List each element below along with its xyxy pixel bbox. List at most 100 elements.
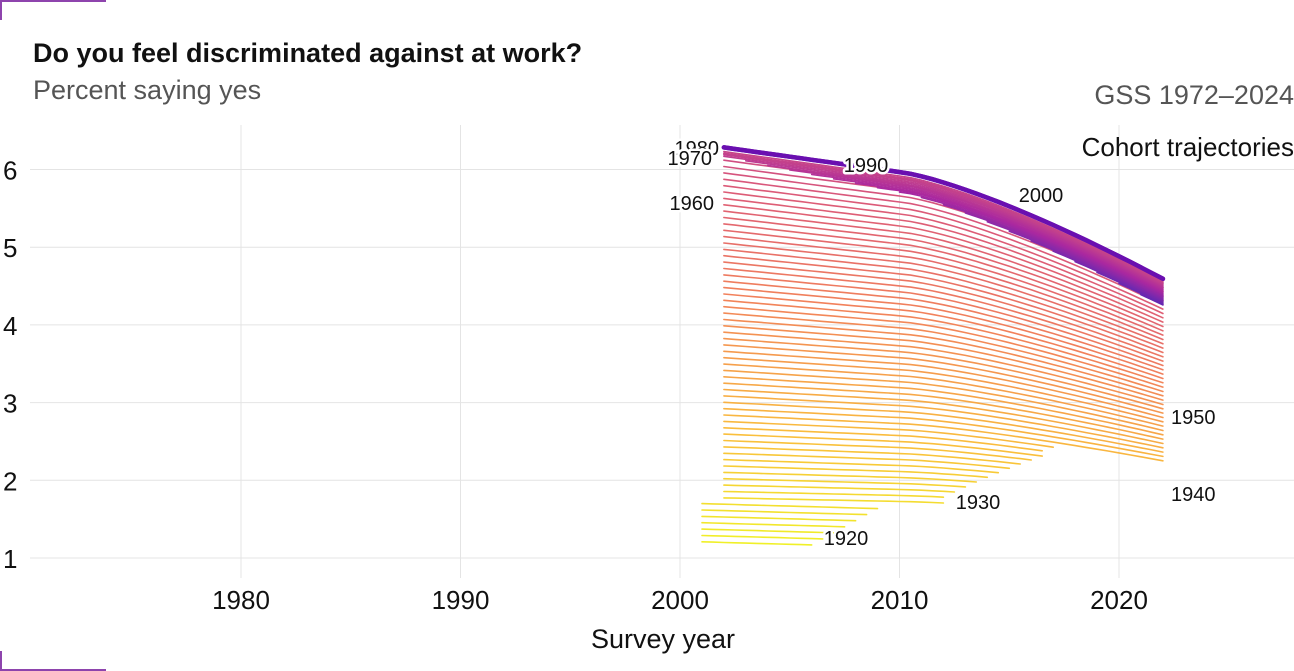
- cohort-line-1999: [1052, 250, 1164, 302]
- cohort-line-1940: [723, 401, 1164, 453]
- cohort-line-1918: [701, 541, 813, 546]
- cohort-line-1933: [723, 446, 1021, 465]
- cohort-line-highlight: [721, 145, 1166, 282]
- cohort-line-1997: [1008, 230, 1164, 300]
- cohort-line-1928: [723, 477, 967, 488]
- x-tick-label-2010: 2010: [871, 585, 929, 615]
- cohort-line-1935: [723, 433, 1043, 457]
- cohort-line-1942: [723, 388, 1164, 445]
- cohort-line-1937: [723, 420, 1054, 448]
- annotation-cohort-trajectories: Cohort trajectories: [1082, 132, 1294, 162]
- y-tick-label-1: 1: [3, 544, 17, 574]
- cohort-line-1968: [723, 223, 1164, 332]
- y-tick-label-4: 4: [3, 311, 17, 341]
- cohort-line-1986: [767, 164, 1164, 288]
- cohort-lines: [701, 145, 1166, 546]
- cohort-line-1952: [723, 325, 1164, 401]
- cohort-line-1939: [723, 407, 1164, 458]
- cohort-line-1998: [1030, 240, 1164, 301]
- cohort-line-1995: [964, 212, 1164, 298]
- chart-title: Do you feel discriminated against at wor…: [33, 38, 583, 68]
- chart-subtitle: Percent saying yes: [33, 75, 262, 105]
- cohort-line-2002: [1118, 282, 1164, 305]
- cohort-label-1960: 1960: [670, 193, 715, 215]
- cohort-line-1951: [723, 331, 1164, 406]
- cohort-line-1991: [876, 186, 1164, 293]
- cohort-label-1990: 1990: [844, 155, 889, 177]
- cohort-label-1930: 1930: [956, 492, 1001, 514]
- cohort-line-1945: [723, 369, 1164, 432]
- x-tick-label-2020: 2020: [1090, 585, 1148, 615]
- cohort-line-1983: [723, 153, 1164, 285]
- cohort-line-1947: [723, 356, 1164, 423]
- y-tick-label-6: 6: [3, 156, 17, 186]
- cohort-line-1955: [723, 305, 1164, 388]
- cohort-label-2000: 2000: [1019, 185, 1064, 207]
- cohort-line-1962: [723, 261, 1164, 358]
- cohort-line-1989: [832, 178, 1164, 291]
- cohort-line-1927: [723, 484, 956, 493]
- cohort-line-1972: [723, 197, 1164, 315]
- cohort-line-1988: [810, 173, 1164, 290]
- frame-corner-top: [0, 0, 106, 20]
- cohort-line-1924: [701, 502, 879, 510]
- cohort-line-1994: [942, 204, 1164, 297]
- cohort-line-1926: [723, 490, 945, 498]
- cohort-line-1963: [723, 254, 1164, 354]
- cohort-line-1985: [745, 160, 1164, 287]
- cohort-line-1941: [723, 395, 1164, 449]
- cohort-line-1931: [723, 458, 1000, 474]
- cohort-line-1996: [986, 221, 1164, 299]
- cohort-label-1920: 1920: [824, 528, 869, 550]
- cohort-line-1971: [723, 204, 1164, 319]
- cohort-line-1965: [723, 242, 1164, 345]
- cohort-line-1953: [723, 318, 1164, 397]
- cohort-label-1940: 1940: [1171, 484, 1216, 506]
- cohort-line-1949: [723, 344, 1164, 414]
- cohort-line-1970: [723, 210, 1164, 323]
- chart-source: GSS 1972–2024: [1094, 80, 1294, 110]
- cohort-line-1967: [723, 229, 1164, 336]
- cohort-line-1948: [723, 350, 1164, 419]
- cohort-line-1954: [723, 312, 1164, 393]
- cohort-line-2001: [1096, 271, 1164, 304]
- cohort-line-1992: [898, 191, 1164, 295]
- cohort-line-1929: [723, 471, 978, 483]
- y-tick-label-5: 5: [3, 233, 17, 263]
- cohort-line-1920: [701, 528, 835, 534]
- cohort-line-1982: [723, 152, 1164, 284]
- grid: [30, 125, 1294, 578]
- y-tick-label-3: 3: [3, 389, 17, 419]
- cohort-line-1946: [723, 363, 1164, 427]
- cohort-line-1934: [723, 439, 1032, 461]
- cohort-line-1921: [701, 521, 846, 528]
- cohort-line-1922: [701, 515, 857, 522]
- cohort-line-1923: [701, 509, 868, 516]
- cohort-line-1973: [723, 191, 1164, 310]
- x-tick-label-1980: 1980: [212, 585, 270, 615]
- cohort-line-1966: [723, 235, 1164, 341]
- cohort-label-1980: 1980: [675, 138, 720, 160]
- frame-corner-bottom: [0, 651, 106, 671]
- cohort-line-1984: [723, 155, 1164, 286]
- cohort-line-1936: [723, 427, 1043, 452]
- cohort-line-1943: [723, 382, 1164, 440]
- cohort-line-1958: [723, 286, 1164, 375]
- cohort-line-1993: [920, 196, 1164, 296]
- cohort-line-1987: [789, 169, 1164, 289]
- cohort-label-1950: 1950: [1171, 407, 1216, 429]
- cohort-line-2003: [1140, 293, 1164, 306]
- cohort-line-1957: [723, 293, 1164, 380]
- cohort-line-1930: [723, 465, 989, 479]
- cohort-line-1959: [723, 280, 1164, 371]
- cohort-line-1944: [723, 376, 1164, 436]
- cohort-label-1970: 1970: [668, 148, 713, 170]
- cohort-line-1938: [723, 414, 1164, 462]
- cohort-line-1990: [854, 182, 1164, 292]
- cohort-line-1925: [723, 497, 945, 504]
- cohort-line-1919: [701, 534, 824, 540]
- cohort-line-1956: [723, 299, 1164, 384]
- x-tick-label-2000: 2000: [651, 585, 709, 615]
- axes: 1980 1990 2000 2010 2020 1 2 3 4 5 6: [3, 156, 1148, 616]
